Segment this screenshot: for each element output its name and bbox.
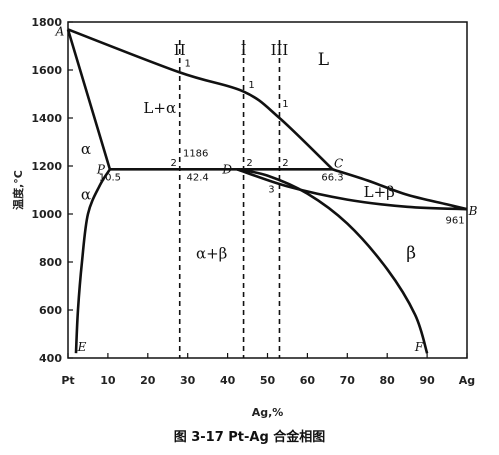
axes: 400 600 800 1000 1200 1400 1600 1800 Pt 10 20 30 40 5… bbox=[11, 16, 475, 419]
alloy-composition-lines: II I III bbox=[174, 40, 289, 358]
y-tick-label: 1200 bbox=[31, 160, 62, 173]
x-tick-label: 30 bbox=[180, 374, 196, 387]
phase-curves bbox=[66, 28, 468, 354]
chart-labels: A P D C B E F 1186 10.5 42.4 66.3 961 1 1 1 2 2 2 3 L L+α α α L… bbox=[55, 24, 478, 354]
point-label-A: A bbox=[55, 24, 65, 38]
y-tick-label: 1800 bbox=[31, 16, 62, 29]
x-tick-label: 20 bbox=[140, 374, 156, 387]
annotation-label: 1 bbox=[282, 99, 288, 110]
region-label: L+β bbox=[364, 183, 395, 201]
curve-solvus-beta bbox=[236, 168, 429, 354]
curve-liquidus-beta bbox=[332, 168, 468, 211]
x-tick-label: Pt bbox=[61, 374, 74, 387]
annotation-label: 42.4 bbox=[187, 172, 209, 183]
alloy-line-label: II bbox=[174, 41, 186, 59]
annotation-label: 1186 bbox=[183, 148, 208, 159]
y-axis-label: 温度,°C bbox=[11, 170, 25, 210]
y-tick-label: 1400 bbox=[31, 112, 62, 125]
annotation-label: 10.5 bbox=[99, 172, 121, 183]
x-tick-label: 60 bbox=[300, 374, 316, 387]
curve-solidus-alpha bbox=[66, 29, 112, 170]
region-label: α bbox=[81, 186, 91, 204]
point-label-D: D bbox=[221, 162, 232, 176]
x-tick-label: 40 bbox=[220, 374, 236, 387]
y-tick-label: 800 bbox=[39, 256, 62, 269]
x-tick-label: 70 bbox=[340, 374, 356, 387]
region-label: β bbox=[406, 243, 416, 263]
region-label: α+β bbox=[196, 244, 227, 262]
annotation-label: 1 bbox=[248, 80, 254, 91]
x-tick-label: Ag bbox=[459, 374, 475, 387]
alloy-line-label: III bbox=[271, 41, 289, 59]
annotation-label: 2 bbox=[282, 158, 288, 169]
annotation-label: 2 bbox=[171, 158, 177, 169]
x-tick-label: 80 bbox=[380, 374, 396, 387]
annotation-label: 3 bbox=[268, 184, 274, 195]
point-label-F: F bbox=[414, 340, 424, 354]
y-tick-label: 1000 bbox=[31, 208, 62, 221]
region-label: α bbox=[81, 140, 91, 158]
point-label-E: E bbox=[77, 340, 87, 354]
point-label-P: P bbox=[96, 162, 106, 176]
point-label-C: C bbox=[334, 156, 343, 170]
curve-solvus-alpha bbox=[74, 168, 111, 354]
annotation-label: 961 bbox=[445, 216, 464, 227]
region-label: L bbox=[318, 50, 329, 70]
point-label-B: B bbox=[468, 204, 478, 218]
curve-liquidus bbox=[67, 28, 334, 171]
x-axis-label: Ag,% bbox=[252, 406, 284, 419]
x-tick-label: 10 bbox=[100, 374, 116, 387]
curve-solidus-beta bbox=[236, 168, 468, 211]
alloy-line-label: I bbox=[241, 41, 247, 59]
region-label: L+α bbox=[143, 99, 176, 117]
annotation-label: 1 bbox=[185, 58, 191, 69]
figure-caption: 图 3-17 Pt-Ag 合金相图 bbox=[173, 430, 326, 445]
x-tick-label: 50 bbox=[260, 374, 276, 387]
y-tick-label: 400 bbox=[39, 352, 62, 365]
annotation-label: 2 bbox=[246, 158, 252, 169]
annotation-label: 66.3 bbox=[321, 172, 343, 183]
y-tick-label: 600 bbox=[39, 304, 62, 317]
x-tick-label: 90 bbox=[419, 374, 435, 387]
y-tick-label: 1600 bbox=[31, 64, 62, 77]
